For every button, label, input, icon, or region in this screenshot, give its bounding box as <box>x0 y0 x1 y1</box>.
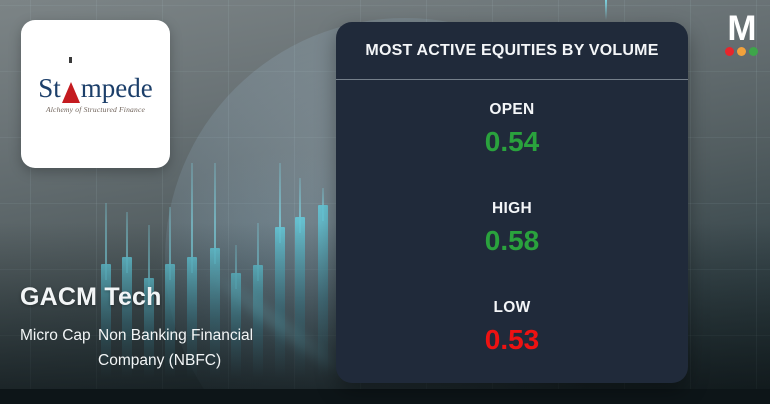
panel-body: OPEN 0.54 HIGH 0.58 LOW 0.53 <box>336 80 688 377</box>
bottom-strip <box>0 389 770 404</box>
watermark-dot <box>737 46 746 56</box>
stat-value: 0.53 <box>484 324 540 355</box>
stat-low: LOW 0.53 <box>336 278 688 377</box>
market-cap-label: Micro Cap <box>20 327 91 344</box>
watermark-dots <box>725 46 758 56</box>
stat-label: OPEN <box>489 101 535 118</box>
stat-value: 0.58 <box>484 225 540 256</box>
stock-category-label: Non Banking Financial Company (NBFC) <box>98 327 254 369</box>
stock-info: GACM Tech Micro Cap Non Banking Financia… <box>20 283 288 373</box>
watermark-letter: M <box>727 9 756 48</box>
stat-label: HIGH <box>492 200 532 217</box>
mountain-triangle-icon <box>61 56 80 103</box>
brand-logo-card: St mpede Alchemy of Structured Finance <box>21 20 170 168</box>
watermark-dot <box>749 46 758 56</box>
stat-high: HIGH 0.58 <box>336 179 688 278</box>
brand-logo: St mpede <box>38 56 153 103</box>
stats-panel: MOST ACTIVE EQUITIES BY VOLUME OPEN 0.54… <box>336 22 688 383</box>
brand-tagline: Alchemy of Structured Finance <box>45 104 146 114</box>
stat-value: 0.54 <box>484 126 540 157</box>
brand-name-prefix: St <box>38 72 61 103</box>
brand-name-suffix: mpede <box>80 72 153 103</box>
watermark-dot <box>725 46 734 56</box>
stock-name: GACM Tech <box>20 283 162 311</box>
watermark-logo: M <box>725 9 758 56</box>
stat-open: OPEN 0.54 <box>336 80 688 179</box>
panel-title: MOST ACTIVE EQUITIES BY VOLUME <box>336 22 688 80</box>
teal-glow-line <box>605 0 607 20</box>
stock-meta: Micro Cap Non Banking Financial Company … <box>20 323 288 373</box>
stat-label: LOW <box>493 299 531 316</box>
